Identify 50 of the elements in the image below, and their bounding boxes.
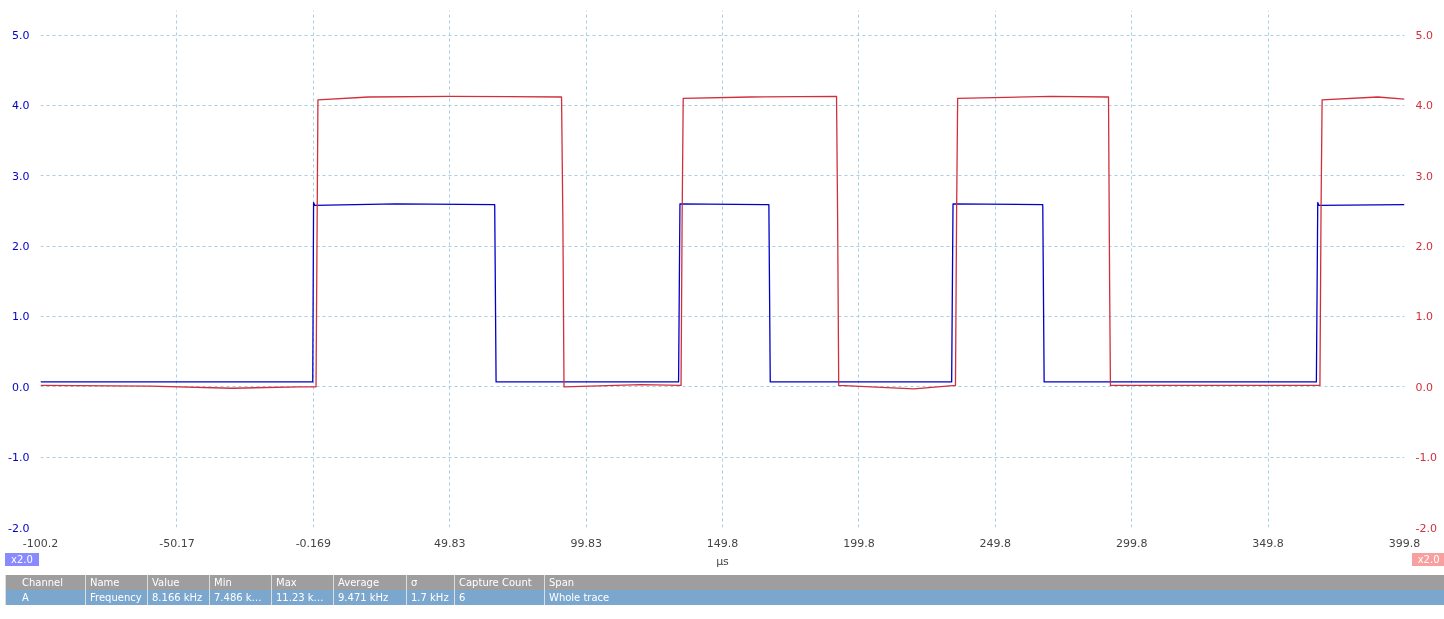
y-tick-label: 5.0	[12, 29, 30, 43]
y2-tick-label: 5.0	[1415, 29, 1433, 43]
text: Capture Count	[454, 575, 545, 590]
text: x2.0	[1411, 553, 1444, 566]
line-series	[40, 201, 1405, 383]
x-tick-label: -50.17	[159, 536, 195, 550]
text: Channel	[5, 575, 86, 590]
text: x2.0	[5, 553, 39, 566]
y2-tick-label: 0.0	[1415, 380, 1433, 394]
y2-tick-label: 2.0	[1415, 240, 1433, 254]
text: 9.471 kHz	[333, 590, 407, 605]
x-tick-label: 249.8	[979, 536, 1012, 550]
x-tick-label: -100.2	[22, 536, 59, 550]
y2-tick-label: 4.0	[1415, 99, 1433, 113]
x-axis-title: µs	[716, 554, 730, 568]
x-tick-label: 149.8	[706, 536, 739, 550]
y-tick-label: 4.0	[12, 99, 30, 113]
x-tick-label: 299.8	[1115, 536, 1148, 550]
text: Frequency	[85, 590, 148, 605]
text: Name	[85, 575, 148, 590]
x-tick-label: 199.8	[843, 536, 875, 550]
text: 8.166 kHz	[147, 590, 210, 605]
y-tick-label: 0.0	[12, 380, 30, 394]
text: Value	[147, 575, 210, 590]
text: Min	[209, 575, 272, 590]
x-tick-label: 399.8	[1388, 536, 1421, 550]
text: A	[5, 590, 86, 605]
x-tick-label: 99.83	[570, 536, 602, 550]
text: σ	[406, 575, 455, 590]
text: 1.7 kHz	[406, 590, 455, 605]
x-tick-label: 349.8	[1252, 536, 1284, 550]
y-tick-label: -1.0	[8, 451, 30, 465]
y-tick-label: -2.0	[8, 521, 30, 535]
text: 7.486 k…	[209, 590, 272, 605]
text: Max	[271, 575, 334, 590]
text: 6	[454, 590, 545, 605]
text: Whole trace	[544, 590, 1444, 605]
y-tick-label: 2.0	[12, 240, 30, 254]
line-series	[40, 95, 1405, 390]
y2-tick-label: -1.0	[1415, 451, 1437, 465]
y-tick-label: 1.0	[12, 310, 30, 324]
y-tick-label: 3.0	[12, 169, 30, 183]
y2-tick-label: 1.0	[1415, 310, 1433, 324]
text: 11.23 k…	[271, 590, 334, 605]
x-tick-label: -0.169	[295, 536, 332, 550]
text: Span	[544, 575, 1444, 590]
text: Average	[333, 575, 407, 590]
x-tick-label: 49.83	[434, 536, 466, 550]
y2-tick-label: 3.0	[1415, 169, 1433, 183]
y2-tick-label: -2.0	[1415, 521, 1437, 535]
